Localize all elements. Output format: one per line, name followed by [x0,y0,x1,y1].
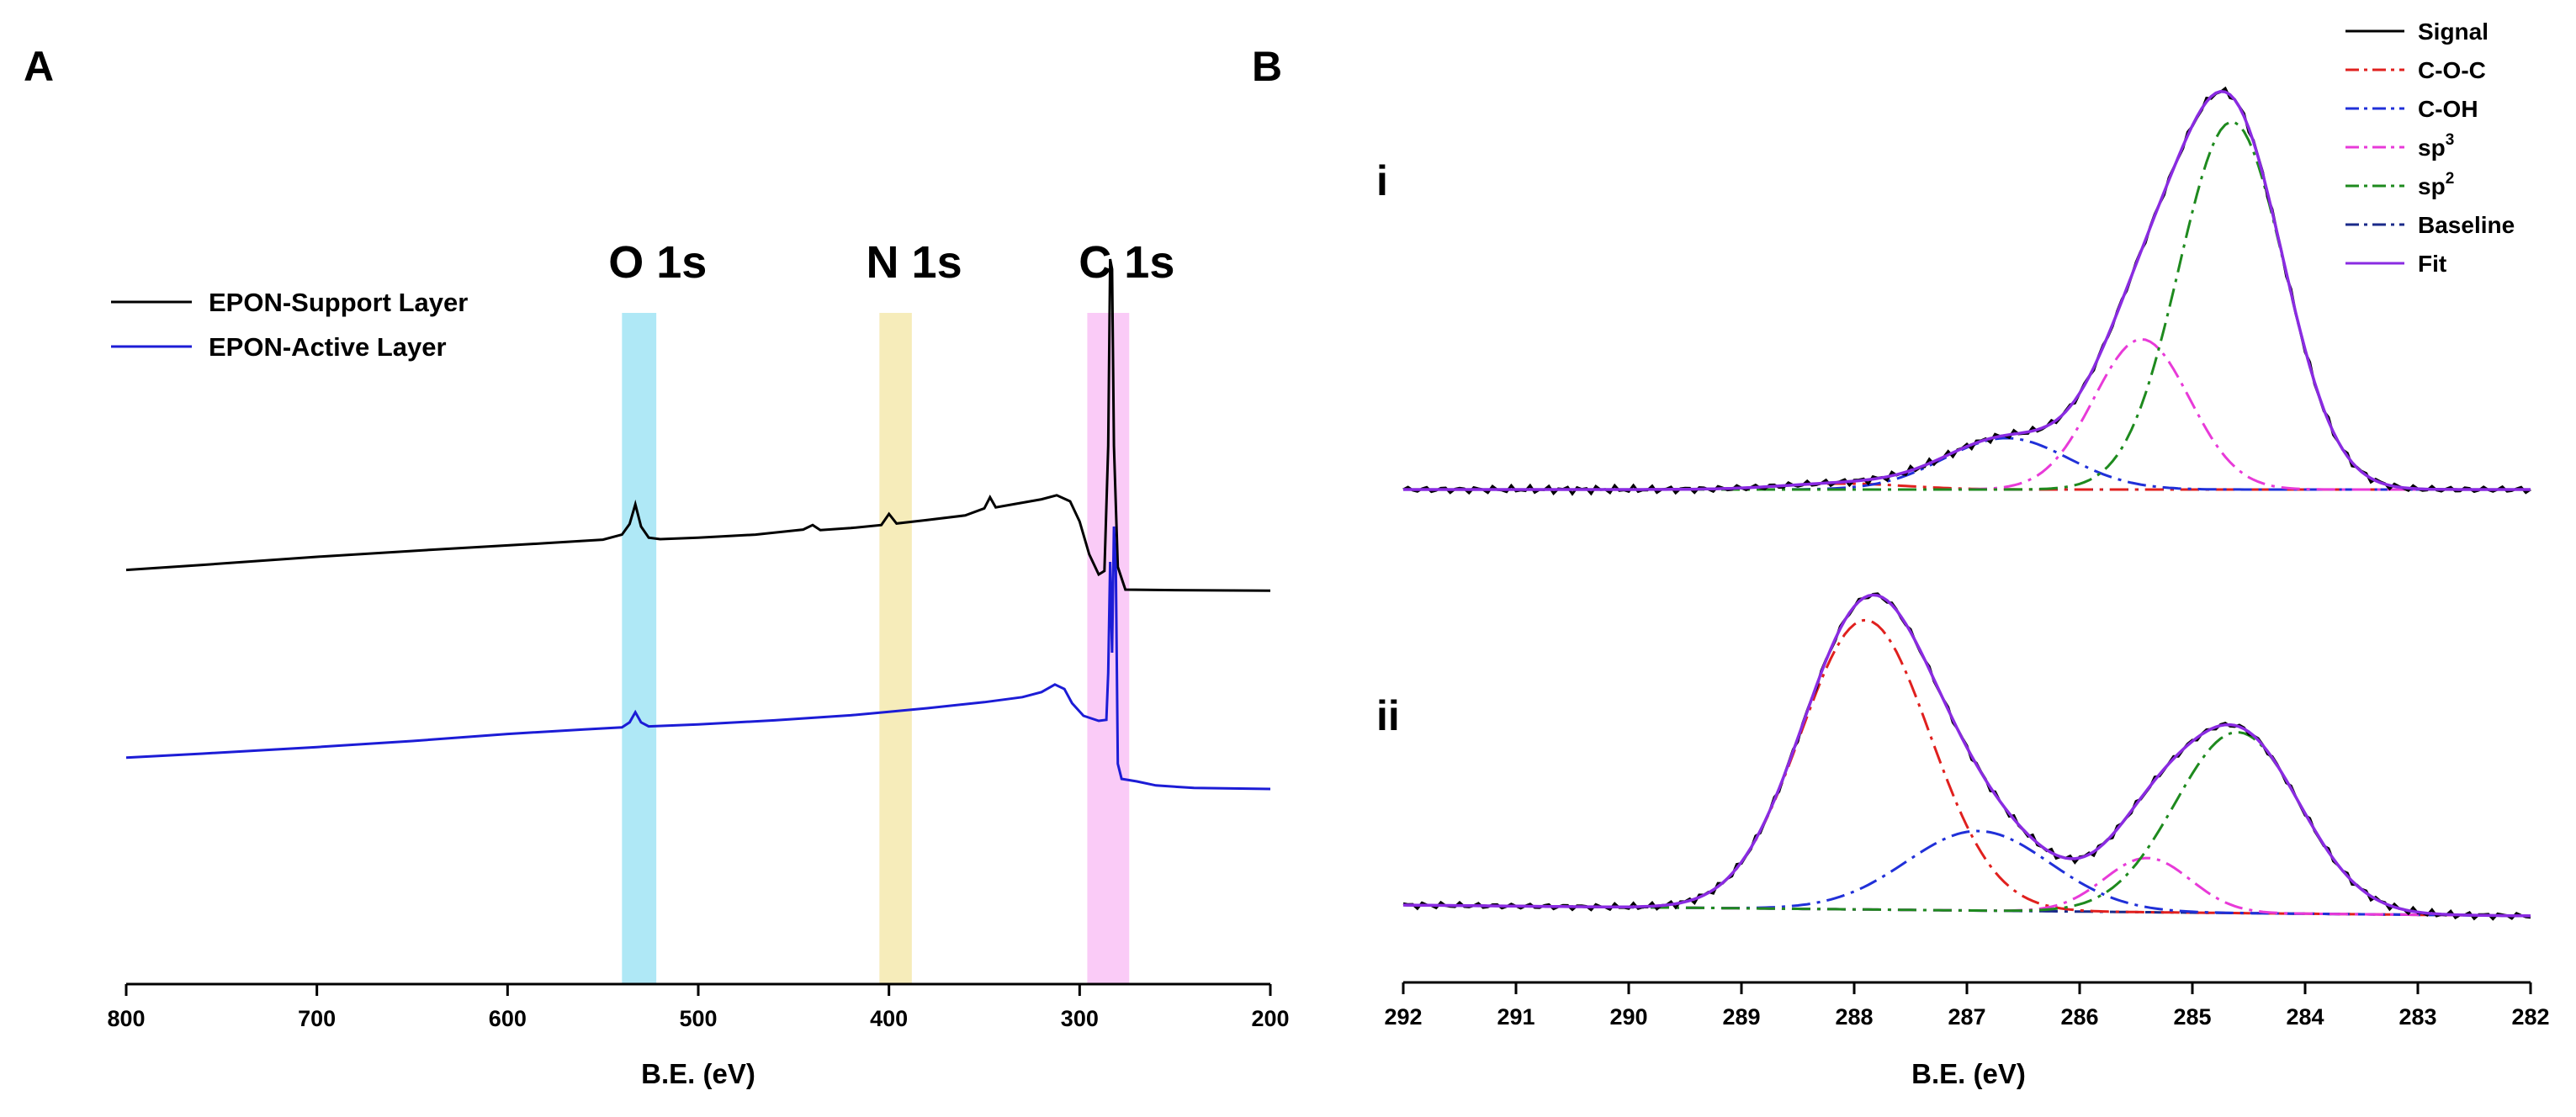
fit-curve [1402,593,2531,918]
fit-curve [1403,89,2531,491]
signal-curve [1402,592,2531,921]
legend-b: Signal C-O-C C-OH sp3 sp2 Baseline Fit [2345,19,2515,277]
legend-a: EPON-Support Layer EPON-Active Layer [111,288,468,362]
x-tick-label: 285 [2173,1004,2211,1030]
x-tick-label: 287 [1948,1004,1985,1030]
x-tick-label: 300 [1061,1006,1099,1031]
panel-letter-b: B [1252,43,1282,90]
subplot-label-ii: ii [1376,692,1400,739]
x-ticks-b: 292 291 290 289 288 287 286 285 284 283 … [1384,982,2550,1030]
legend-label-sp2-sup: 2 [2446,170,2455,188]
sp3-component [1403,337,2531,491]
legend-label-sp2-base: sp [2418,173,2446,199]
subplot-i-curves [1402,86,2531,496]
panel-a-chart: O 1s N 1s C 1s EPON-Support Layer EPON-A… [107,237,1289,1089]
x-tick-label: 288 [1835,1004,1873,1030]
x-tick-label: 292 [1384,1004,1422,1030]
legend-label-c-oh: C-OH [2418,96,2478,122]
legend-label-baseline: Baseline [2418,212,2515,238]
subplot-ii-curves [1402,592,2531,921]
subplot-label-i: i [1376,157,1388,204]
legend-label-sp3: sp3 [2418,131,2454,161]
o1s-region-band [622,313,657,984]
x-tick-label: 400 [870,1006,908,1031]
signal-curve [1402,86,2531,496]
x-tick-label: 291 [1497,1004,1534,1030]
legend-label-sp2: sp2 [2418,170,2454,199]
region-bands: O 1s N 1s C 1s [608,237,1174,984]
x-axis-label-b: B.E. (eV) [1911,1058,2026,1089]
x-tick-label: 289 [1722,1004,1760,1030]
x-tick-label: 290 [1609,1004,1647,1030]
support-layer-spectrum [125,258,1271,592]
x-tick-label: 283 [2398,1004,2436,1030]
x-ticks-a: 800 700 600 500 400 300 200 [107,984,1290,1031]
legend-label-signal: Signal [2418,19,2489,45]
x-tick-label: 284 [2286,1004,2324,1030]
panel-b-chart: i ii Signal C-O-C [1376,19,2550,1089]
x-tick-label: 200 [1251,1006,1289,1031]
legend-label-c-o-c: C-O-C [2418,57,2486,83]
x-tick-label: 700 [298,1006,336,1031]
legend-label-fit: Fit [2418,251,2446,277]
o1s-label: O 1s [608,237,707,288]
x-tick-label: 500 [679,1006,717,1031]
x-axis-label-a: B.E. (eV) [641,1058,755,1089]
legend-label-sp3-base: sp [2418,135,2446,161]
legend-label-active: EPON-Active Layer [209,332,447,362]
c-o-c-component [1402,618,2531,918]
panel-letter-a: A [24,43,54,90]
x-tick-label: 286 [2060,1004,2098,1030]
active-layer-spectrum [125,526,1271,791]
n1s-label: N 1s [867,237,962,288]
n1s-region-band [879,313,912,984]
x-tick-label: 600 [489,1006,527,1031]
sp2-component [1403,120,2531,491]
x-tick-label: 282 [2511,1004,2549,1030]
legend-label-sp3-sup: 3 [2446,131,2455,149]
c1s-label: C 1s [1079,237,1174,288]
legend-label-support: EPON-Support Layer [209,288,468,317]
c-oh-component [1402,829,2531,918]
x-tick-label: 800 [107,1006,145,1031]
